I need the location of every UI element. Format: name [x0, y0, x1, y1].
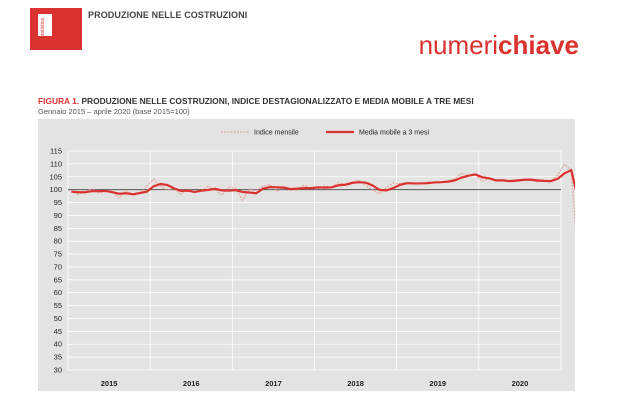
- brand-light: numeri: [418, 30, 499, 60]
- header-title: PRODUZIONE NELLE COSTRUZIONI: [88, 10, 248, 20]
- brand-bold: chiave: [498, 30, 579, 60]
- x-tick-label: 2019: [429, 379, 446, 388]
- y-tick-label: 115: [50, 147, 62, 156]
- y-tick-label: 95: [54, 198, 62, 207]
- logo-mark: [38, 14, 52, 36]
- y-tick-label: 90: [54, 211, 62, 220]
- y-tick-label: 30: [54, 366, 62, 375]
- x-tick-label: 2016: [183, 379, 200, 388]
- series-line-media-mobile: [71, 168, 575, 196]
- y-tick-label: 85: [54, 224, 62, 233]
- figure-title-text: PRODUZIONE NELLE COSTRUZIONI, INDICE DES…: [81, 96, 474, 106]
- y-tick-label: 110: [50, 159, 62, 168]
- brand-wordmark: numerichiave: [419, 30, 579, 61]
- y-tick-label: 50: [54, 314, 62, 323]
- chart-container: 115 110 105 100 95 90 85 80 75 70 65 60 55 50 45 40 35 30…: [38, 119, 575, 391]
- logo-text: statistica: [40, 18, 46, 38]
- y-tick-label: 55: [54, 301, 62, 310]
- y-tick-label: 75: [54, 250, 62, 259]
- y-tick-label: 60: [54, 288, 62, 297]
- y-tick-label: 35: [54, 353, 62, 362]
- y-tick-label: 40: [54, 340, 62, 349]
- y-tick-label: 105: [49, 172, 62, 181]
- y-tick-label: 100: [49, 185, 62, 194]
- x-tick-label: 2018: [347, 379, 364, 388]
- y-tick-label: 80: [54, 237, 62, 246]
- figure-subtitle: Gennaio 2015 – aprile 2020 (base 2015=10…: [38, 107, 190, 116]
- istat-logo: statistica: [30, 8, 82, 50]
- legend-label: Media mobile a 3 mesi: [359, 130, 429, 137]
- figure-number: FIGURA 1.: [38, 96, 80, 106]
- line-chart: 115 110 105 100 95 90 85 80 75 70 65 60 55 50 45 40 35 30…: [49, 130, 575, 388]
- x-tick-label: 2017: [265, 379, 282, 388]
- x-tick-label: 2015: [101, 379, 118, 388]
- y-tick-label: 45: [54, 327, 62, 336]
- figure-title: FIGURA 1. PRODUZIONE NELLE COSTRUZIONI, …: [38, 96, 474, 106]
- y-tick-label: 65: [54, 275, 62, 284]
- y-tick-label: 70: [54, 262, 62, 271]
- legend-label: Indice mensile: [254, 130, 299, 137]
- x-tick-label: 2020: [512, 379, 529, 388]
